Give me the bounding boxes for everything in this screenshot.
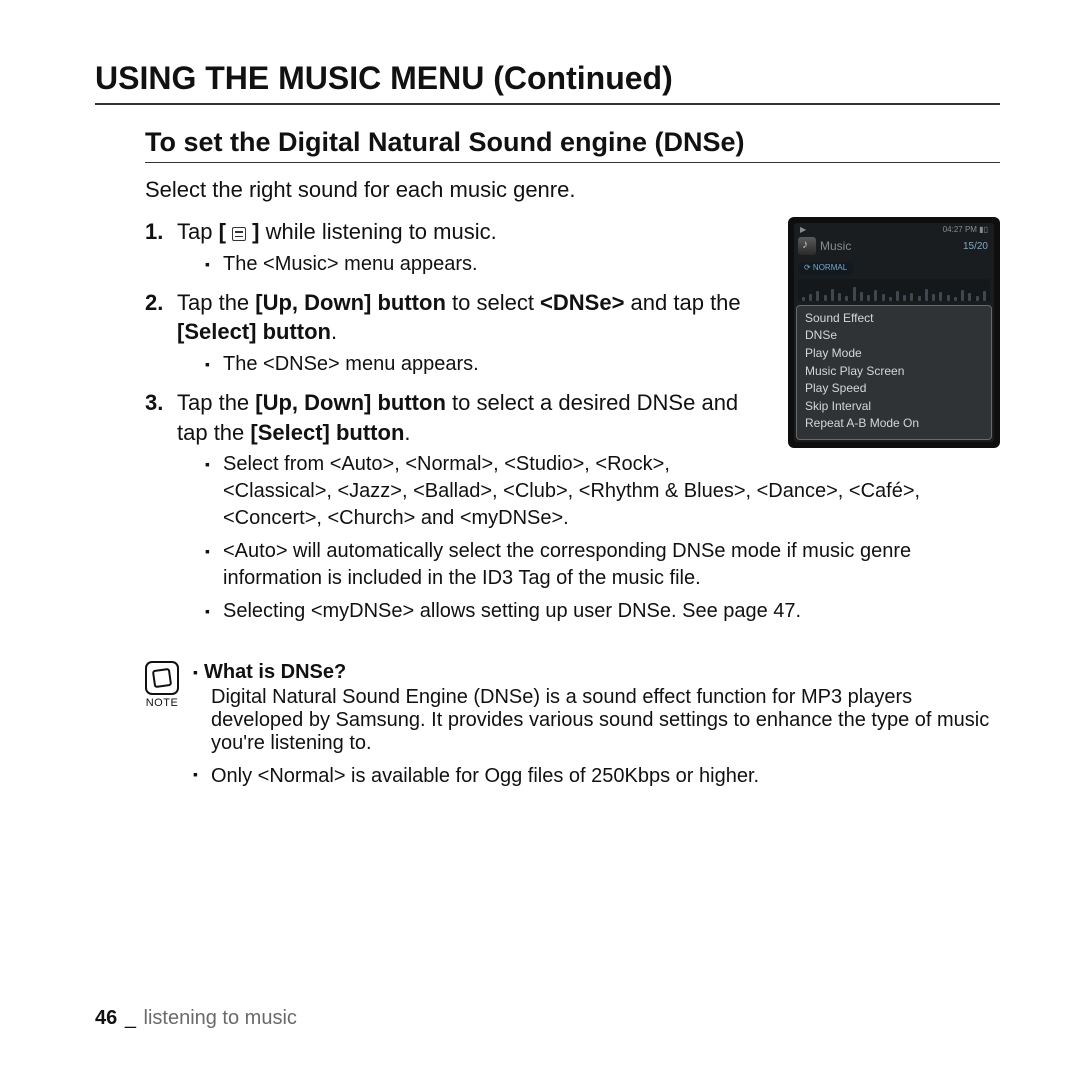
step-1-line: Tap [ ] while listening to music. — [177, 219, 497, 244]
step-2-line: Tap the [Up, Down] button to select <DNS… — [177, 290, 741, 345]
step-1-pre: Tap — [177, 219, 219, 244]
t: Tap the — [177, 290, 255, 315]
t: to select — [446, 290, 540, 315]
t: . — [331, 319, 337, 344]
footer-separator: _ — [125, 1007, 136, 1029]
step-2: Tap the [Up, Down] button to select <DNS… — [145, 288, 1000, 378]
sub-bullet: Selecting <myDNSe> allows setting up use… — [205, 598, 1000, 625]
step-2-subs: The <DNSe> menu appears. — [177, 351, 1000, 378]
step-3: Tap the [Up, Down] button to select a de… — [145, 388, 1000, 625]
intro-text: Select the right sound for each music ge… — [145, 177, 1000, 203]
t: [Up, Down] button — [255, 390, 446, 415]
step-1-subs: The <Music> menu appears. — [177, 251, 1000, 278]
note-extra: Only <Normal> is available for Ogg files… — [193, 763, 1000, 790]
note-extra-list: Only <Normal> is available for Ogg files… — [193, 763, 1000, 790]
sub-bullet: The <Music> menu appears. — [205, 251, 1000, 278]
note-block: NOTE What is DNSe? Digital Natural Sound… — [145, 661, 1000, 790]
bracket-close: ] — [246, 219, 259, 244]
note-label: NOTE — [145, 697, 179, 709]
t: [Up, Down] button — [255, 290, 446, 315]
page-footer: 46 _ listening to music — [95, 1007, 297, 1030]
step-1-post: while listening to music. — [260, 219, 497, 244]
bracket-open: [ — [219, 219, 232, 244]
t: Tap the — [177, 390, 255, 415]
sub-bullet: Select from <Auto>, <Normal>, <Studio>, … — [205, 451, 1000, 532]
t: and tap the — [624, 290, 740, 315]
note-title: What is DNSe? — [193, 661, 1000, 684]
t: [Select] button — [177, 319, 331, 344]
sub-bullet: <Auto> will automatically select the cor… — [205, 538, 1000, 592]
t: . — [404, 420, 410, 445]
sub-bullet: The <DNSe> menu appears. — [205, 351, 1000, 378]
note-icon-wrap: NOTE — [145, 661, 179, 709]
step-3-line: Tap the [Up, Down] button to select a de… — [177, 390, 738, 445]
step-1: Tap [ ] while listening to music. The <M… — [145, 217, 1000, 278]
page-heading: USING THE MUSIC MENU (Continued) — [95, 60, 1000, 105]
menu-button-icon — [232, 227, 246, 241]
t: [Select] button — [250, 420, 404, 445]
note-text: Digital Natural Sound Engine (DNSe) is a… — [211, 686, 1000, 755]
footer-section: listening to music — [144, 1007, 297, 1029]
step-3-subs: Select from <Auto>, <Normal>, <Studio>, … — [177, 451, 1000, 625]
note-body: What is DNSe? Digital Natural Sound Engi… — [193, 661, 1000, 790]
t: <DNSe> — [540, 290, 624, 315]
note-icon — [145, 661, 179, 695]
page-number: 46 — [95, 1007, 117, 1029]
section-heading: To set the Digital Natural Sound engine … — [145, 127, 1000, 163]
